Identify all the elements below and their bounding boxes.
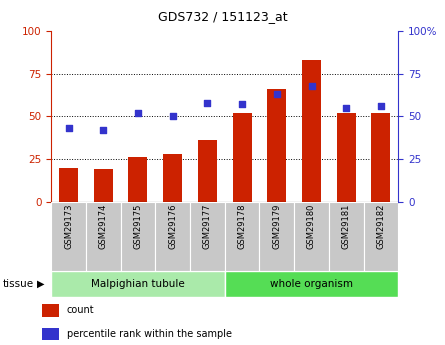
Point [204,100,211,106]
Bar [42,327,59,340]
Text: GSM29175: GSM29175 [134,204,142,249]
Bar [364,202,398,271]
Point [377,104,384,109]
Bar [86,202,121,271]
Text: ▶: ▶ [37,279,44,289]
Bar [190,202,225,271]
Text: GSM29177: GSM29177 [203,204,212,249]
Bar [129,157,147,202]
Bar [163,154,182,202]
Bar [337,113,356,202]
Point [239,102,246,107]
Text: Malpighian tubule: Malpighian tubule [91,279,185,289]
Point [343,105,350,111]
Text: GSM29174: GSM29174 [99,204,108,249]
Bar [59,168,78,202]
Bar [42,304,59,317]
Text: GSM29181: GSM29181 [342,204,351,249]
Bar [329,202,364,271]
Bar [267,89,286,202]
Point [134,110,142,116]
Bar [233,113,251,202]
Text: GSM29182: GSM29182 [376,204,385,249]
Text: GSM29178: GSM29178 [238,204,247,249]
Text: count: count [67,305,94,315]
Bar [294,202,329,271]
Text: whole organism: whole organism [270,279,353,289]
Text: GDS732 / 151123_at: GDS732 / 151123_at [158,10,287,23]
Text: percentile rank within the sample: percentile rank within the sample [67,329,232,339]
Bar [155,202,190,271]
Text: GSM29179: GSM29179 [272,204,281,249]
Bar [302,60,321,202]
Bar [51,271,225,297]
Point [273,91,280,97]
Bar [225,202,259,271]
Bar [94,169,113,202]
Bar [372,113,390,202]
Text: GSM29176: GSM29176 [168,204,177,249]
Text: tissue: tissue [2,279,33,289]
Point [169,114,176,119]
Bar [121,202,155,271]
Point [308,83,315,88]
Bar [225,271,398,297]
Text: GSM29173: GSM29173 [64,204,73,249]
Bar [259,202,294,271]
Point [65,126,72,131]
Bar [51,202,86,271]
Bar [198,140,217,202]
Point [100,127,107,133]
Text: GSM29180: GSM29180 [307,204,316,249]
